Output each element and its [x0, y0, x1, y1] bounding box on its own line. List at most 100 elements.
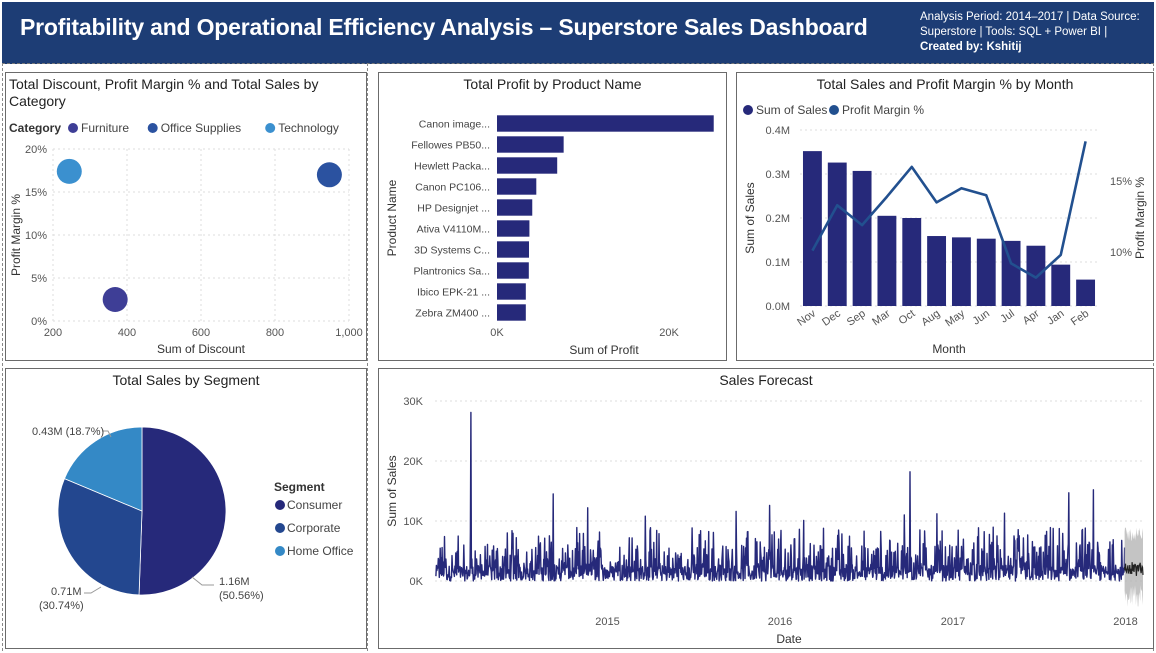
month-label-jun: Jun: [971, 308, 992, 328]
y2-axis-label: Profit Margin %: [1133, 177, 1147, 259]
bar-7: [497, 262, 529, 279]
data-label-home-office: 0.43M (18.7%): [32, 426, 104, 438]
y-tick-label-0: 0.0M: [766, 301, 790, 313]
bar-may: [951, 237, 971, 306]
category-label-3: Canon PC106...: [415, 182, 490, 194]
bar-sep: [852, 170, 872, 306]
meta-line-1: Analysis Period: 2014–2017 | Data Source…: [920, 11, 1140, 23]
scatter-point-furniture: [102, 287, 128, 312]
legend-label-1: Corporate: [287, 521, 341, 535]
month-label-may: May: [943, 307, 967, 329]
x-tick-label-2: 2017: [941, 616, 965, 628]
sales-by-segment-panel[interactable]: Total Sales by Segment 1.16M (50.56%) 0.71…: [5, 368, 367, 649]
data-label-consumer-pct: (50.56%): [219, 590, 264, 602]
bar-jul: [1001, 240, 1021, 306]
x-tick-label-0: 2015: [595, 616, 619, 628]
legend-marker-0: [68, 123, 78, 133]
bar-0: [497, 115, 714, 132]
legend-label-margin: Profit Margin %: [842, 103, 924, 117]
x-axis-label: Sum of Profit: [569, 343, 639, 357]
scatter-title: Total Discount, Profit Margin % and Tota…: [9, 76, 319, 109]
month-label-oct: Oct: [897, 308, 918, 328]
scatter-panel[interactable]: Total Discount, Profit Margin % and Tota…: [5, 72, 367, 361]
y-axis-label: Product Name: [385, 179, 399, 256]
x-tick-label-0: 200: [44, 327, 62, 339]
y-tick-label-3: 15%: [25, 187, 47, 199]
legend-title: Segment: [274, 480, 325, 494]
leader-home-office: [102, 430, 112, 438]
category-label-1: Fellowes PB50...: [411, 140, 490, 152]
bar-2: [497, 157, 558, 174]
meta-line-2: Superstore | Tools: SQL + Power BI |: [920, 26, 1108, 38]
x-axis-label: Date: [776, 632, 802, 646]
bar-feb: [1076, 279, 1096, 306]
category-label-0: Canon image...: [419, 119, 490, 131]
bar-8: [497, 283, 526, 300]
x-tick-label-3: 2018: [1113, 616, 1137, 628]
bar-dec: [827, 162, 847, 306]
legend-label-0: Furniture: [81, 121, 129, 135]
pie-chart: 1.16M (50.56%) 0.71M (30.74%) 0.43M (18.7%) S…: [32, 426, 354, 612]
category-label-4: HP Designjet ...: [417, 203, 490, 215]
y-tick-label-2: 0.2M: [766, 213, 790, 225]
month-label-apr: Apr: [1021, 307, 1042, 327]
x-tick-label-1: 20K: [659, 327, 679, 339]
pie-title: Total Sales by Segment: [112, 372, 260, 388]
x-tick-label-3: 800: [266, 327, 284, 339]
bar-jun: [976, 238, 996, 306]
legend-label-sales: Sum of Sales: [756, 103, 827, 117]
legend-title: Category: [9, 121, 61, 135]
bar-5: [497, 220, 530, 237]
month-label-jul: Jul: [998, 308, 1016, 326]
legend-label-1: Office Supplies: [161, 121, 242, 135]
y-tick-label-1: 0.1M: [766, 257, 790, 269]
meta-line-3: Created by: Kshitij: [920, 41, 1022, 53]
y-tick-label-1: 10K: [403, 516, 423, 528]
legend-marker-1: [147, 123, 158, 133]
profit-by-product-panel[interactable]: Total Profit by Product Name 0K 20K Canon …: [378, 72, 727, 361]
leader-consumer: [191, 576, 214, 586]
actual-sales-line: [435, 411, 1126, 582]
data-label-corporate-value: 0.71M: [51, 586, 82, 598]
pie-slice-corporate: [57, 478, 143, 596]
category-label-7: Plantronics Sa...: [414, 266, 490, 278]
y-tick-label-4: 20%: [25, 144, 47, 156]
legend-label-0: Consumer: [287, 498, 342, 512]
y-axis-label: Profit Margin %: [9, 194, 23, 276]
x-axis-label: Month: [932, 342, 965, 356]
bar-jan: [1051, 264, 1071, 306]
profit-margin-line: [811, 141, 1087, 279]
scatter-chart: Category Furniture Office Supplies Technolo…: [9, 121, 363, 356]
bar-3: [497, 178, 537, 195]
sales-forecast-panel[interactable]: Sales Forecast 0K 10K 20K 30K 2015 2016 2017 20…: [378, 368, 1154, 649]
scatter-point-office-supplies: [316, 162, 342, 188]
legend-label-2: Home Office: [287, 544, 354, 558]
month-label-nov: Nov: [795, 307, 818, 328]
canvas-divider: [367, 63, 368, 651]
category-label-9: Zebra ZM400 ...: [415, 308, 490, 320]
month-label-jan: Jan: [1045, 308, 1066, 328]
y-tick-label-4: 0.4M: [766, 125, 790, 137]
x-tick-label-1: 400: [118, 327, 136, 339]
data-label-consumer-value: 1.16M: [219, 576, 250, 588]
data-label-corporate-pct: (30.74%): [39, 600, 84, 612]
bar-4: [497, 199, 533, 216]
y-tick-label-0: 0%: [31, 316, 47, 328]
pie-slice-home-office: [63, 426, 143, 512]
month-label-feb: Feb: [1069, 308, 1091, 329]
sales-margin-month-panel[interactable]: Total Sales and Profit Margin % by Month…: [736, 72, 1154, 361]
legend-marker-sales: [743, 105, 753, 115]
y-tick-label-2: 20K: [403, 456, 423, 468]
bar-aug: [927, 236, 947, 306]
bar-1: [497, 136, 564, 153]
leader-corporate: [84, 586, 102, 594]
forecast-line: [1124, 562, 1144, 576]
forecast-chart: 0K 10K 20K 30K 2015 2016 2017 2018 Date Sum of Sa…: [385, 396, 1144, 646]
legend-label-2: Technology: [278, 121, 339, 135]
month-label-mar: Mar: [870, 307, 893, 328]
y-tick-label-0: 0K: [410, 576, 424, 588]
y-tick-label-3: 30K: [403, 396, 423, 408]
y-axis-label: Sum of Sales: [385, 455, 399, 526]
y-tick-label-1: 5%: [31, 273, 47, 285]
y-tick-label-2: 10%: [25, 230, 47, 242]
